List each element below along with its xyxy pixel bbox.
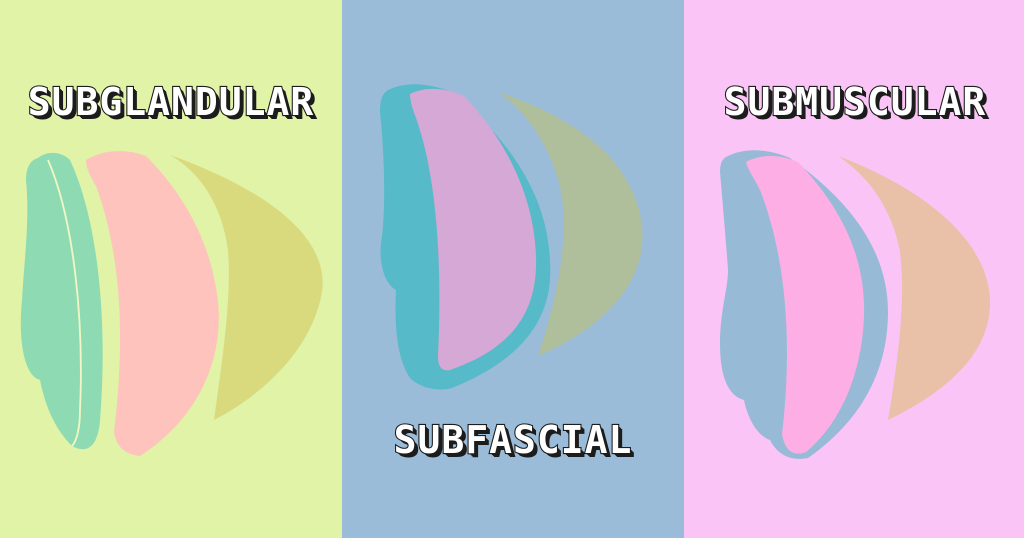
tissue-layer [838, 156, 991, 420]
subfascial-diagram [342, 0, 684, 538]
implant [746, 156, 865, 454]
implant [86, 151, 219, 456]
subglandular-diagram [0, 0, 342, 538]
tissue-layer [170, 155, 323, 420]
panel-subglandular: SUBGLANDULAR [0, 0, 342, 538]
implant [410, 88, 537, 371]
muscle-layer [20, 152, 103, 450]
submuscular-diagram [684, 0, 1024, 538]
fascia-line [47, 159, 82, 447]
panel-subfascial: SUBFASCIAL [342, 0, 684, 538]
panel-label: SUBGLANDULAR [27, 79, 315, 125]
tissue-layer [498, 92, 643, 356]
panel-label: SUBFASCIAL [393, 417, 633, 463]
panel-label: SUBMUSCULAR [723, 79, 987, 125]
panel-submuscular: SUBMUSCULAR [684, 0, 1024, 538]
